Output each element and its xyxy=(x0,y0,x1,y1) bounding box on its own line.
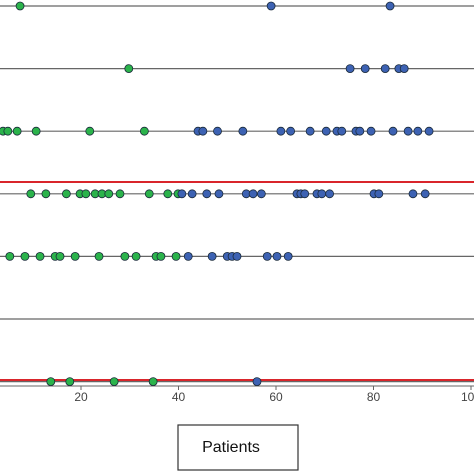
point xyxy=(380,64,390,73)
point xyxy=(305,126,315,136)
point xyxy=(413,126,423,136)
point xyxy=(131,251,141,261)
point xyxy=(35,251,45,261)
point xyxy=(213,126,222,136)
point xyxy=(183,251,193,261)
point xyxy=(286,126,296,136)
point xyxy=(420,189,430,199)
point xyxy=(81,189,91,199)
point xyxy=(202,189,212,199)
label-box xyxy=(177,424,299,471)
point xyxy=(12,126,22,136)
point xyxy=(408,189,418,199)
point xyxy=(272,251,282,261)
point xyxy=(120,251,130,261)
point xyxy=(20,251,30,261)
point xyxy=(163,189,173,199)
point xyxy=(355,126,365,136)
point xyxy=(317,189,327,199)
point xyxy=(385,1,395,11)
point xyxy=(148,377,158,387)
point xyxy=(366,126,376,136)
point xyxy=(262,251,272,261)
point xyxy=(424,126,434,136)
point xyxy=(139,126,149,136)
x-tick-label: 60 xyxy=(269,390,283,404)
point xyxy=(5,251,15,261)
point xyxy=(70,251,80,261)
point xyxy=(144,189,154,199)
point xyxy=(26,189,36,199)
point xyxy=(177,189,187,199)
point xyxy=(238,126,248,136)
x-tick-label: 80 xyxy=(367,390,381,404)
point xyxy=(198,126,208,136)
point xyxy=(104,189,114,199)
point xyxy=(187,189,197,199)
point xyxy=(283,251,293,261)
point xyxy=(156,251,166,261)
point xyxy=(94,251,104,261)
point xyxy=(252,377,262,387)
point xyxy=(207,251,217,261)
point xyxy=(388,126,398,136)
point xyxy=(345,64,355,73)
point xyxy=(276,126,286,136)
point xyxy=(256,189,266,199)
point xyxy=(124,64,134,73)
point xyxy=(300,189,310,199)
point xyxy=(214,189,224,199)
point xyxy=(266,1,276,11)
point xyxy=(109,377,119,387)
x-tick-label: 100 xyxy=(461,390,474,404)
point xyxy=(41,189,51,199)
point xyxy=(46,377,56,387)
point xyxy=(85,126,95,136)
point xyxy=(321,126,331,136)
point xyxy=(232,251,242,261)
x-tick-label: 40 xyxy=(172,390,186,404)
point xyxy=(403,126,413,136)
point xyxy=(399,64,409,73)
x-tick-label: 20 xyxy=(74,390,88,404)
point xyxy=(31,126,41,136)
point xyxy=(171,251,181,261)
point xyxy=(360,64,370,73)
point xyxy=(337,126,347,136)
point xyxy=(374,189,384,199)
point xyxy=(3,126,13,136)
point xyxy=(61,189,71,199)
point xyxy=(15,1,25,11)
point xyxy=(55,251,65,261)
point xyxy=(65,377,75,387)
point xyxy=(115,189,125,199)
point xyxy=(248,189,258,199)
x-axis-label: Patients xyxy=(202,439,260,456)
point xyxy=(325,189,335,199)
